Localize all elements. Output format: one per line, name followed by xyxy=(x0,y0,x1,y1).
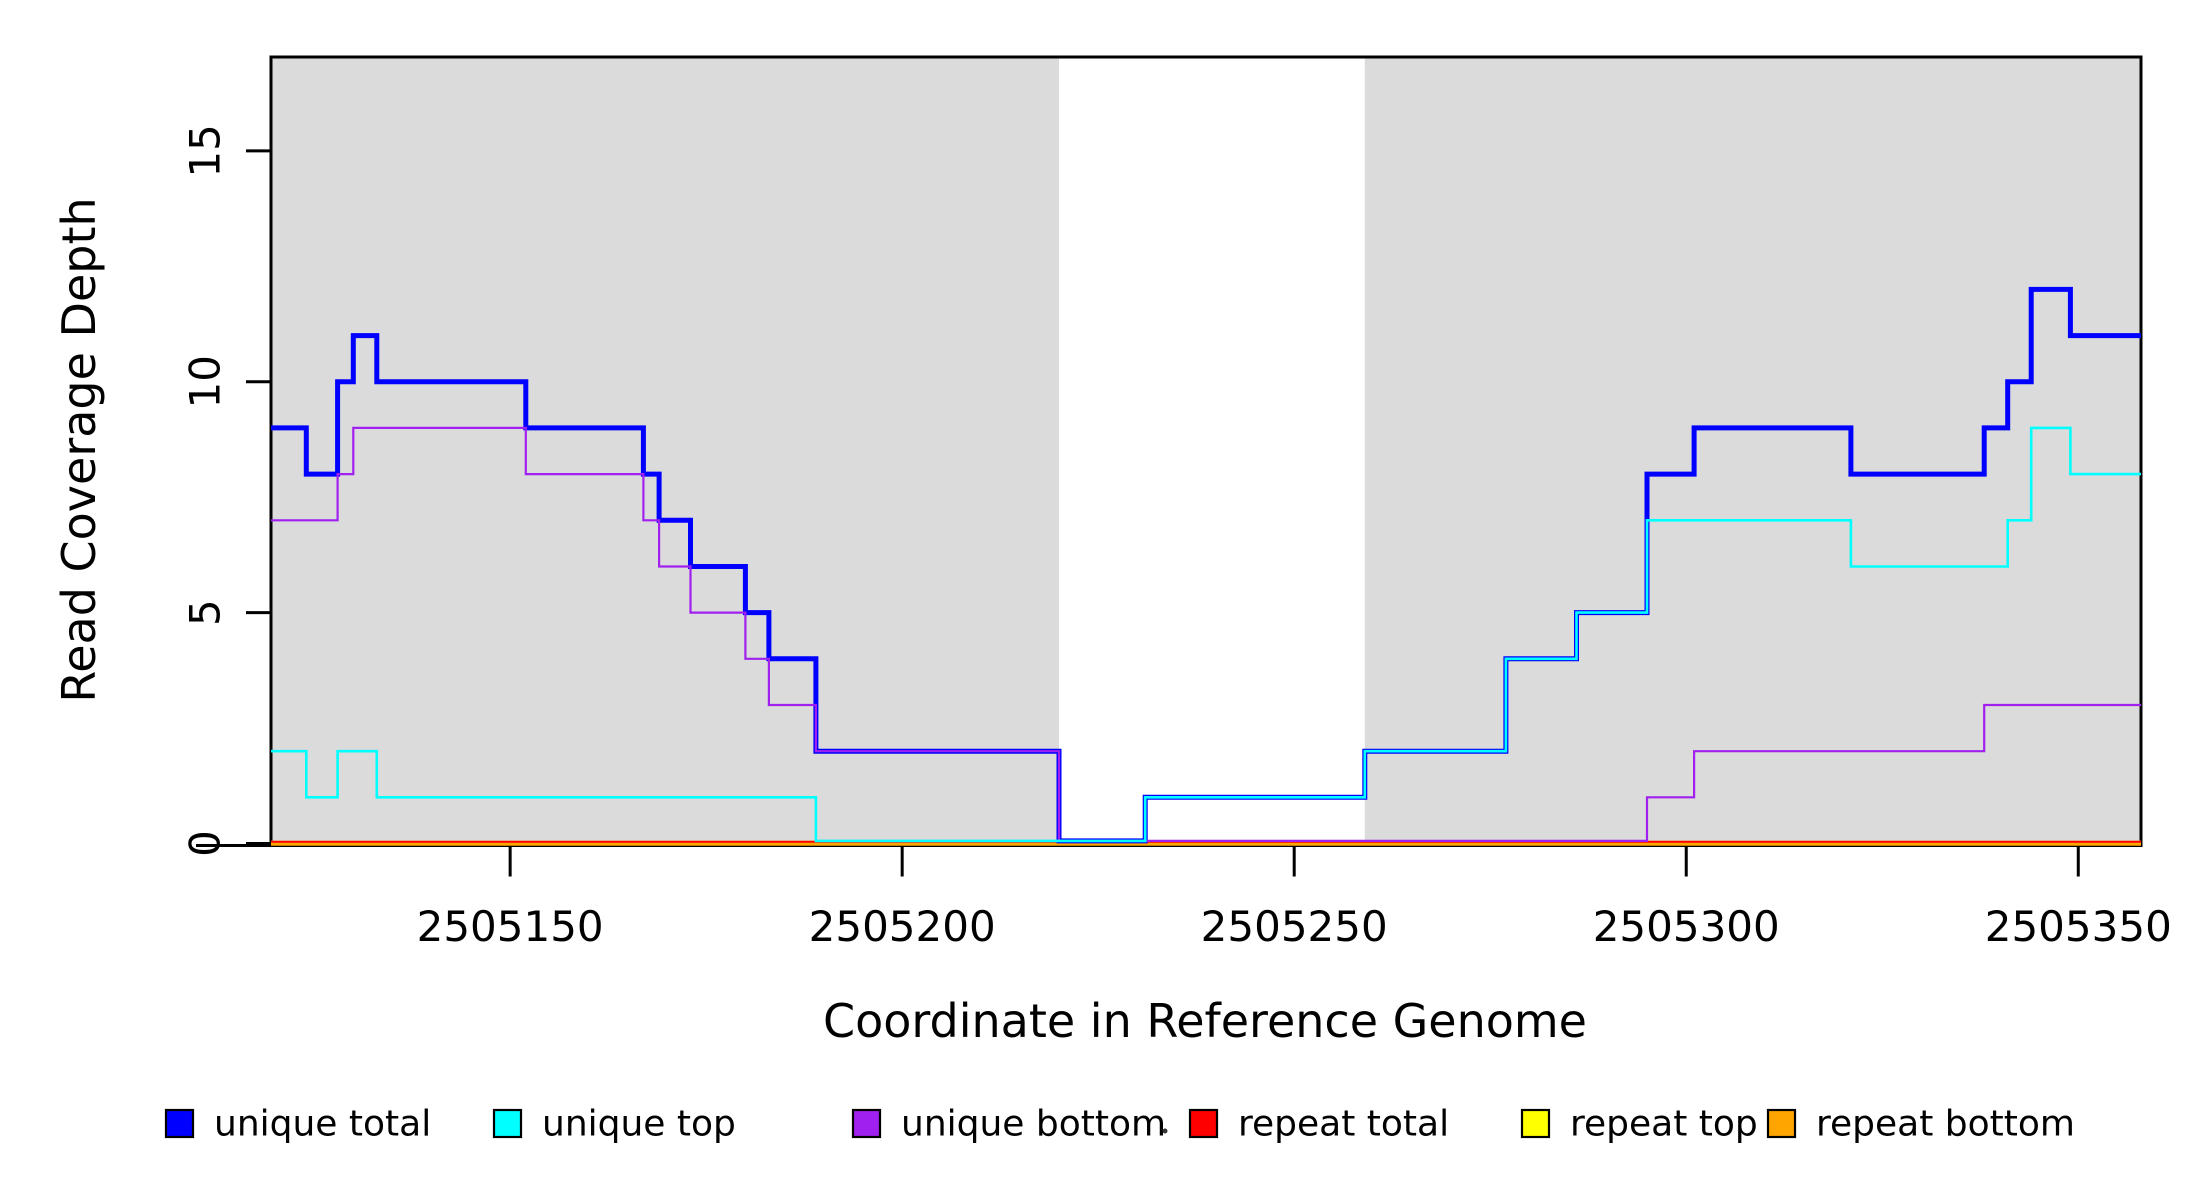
x-tick-label: 2505350 xyxy=(1985,902,2172,951)
series-lines-layer xyxy=(271,286,2141,846)
legend-item-repeat-top: repeat top xyxy=(1520,1104,1758,1145)
legend-swatch-unique-total xyxy=(164,1108,195,1139)
y-tick-label: 5 xyxy=(181,599,230,626)
tick-labels-layer: 2505150 2505200 2505250 2505300 2505350 0 5 10 1… xyxy=(181,124,2172,951)
legend-swatch-repeat-total xyxy=(1188,1108,1219,1139)
legend-swatch-unique-bottom xyxy=(851,1108,882,1139)
shaded-regions-layer xyxy=(271,58,2141,844)
x-tick-label: 2505200 xyxy=(809,902,996,951)
coverage-region-shading xyxy=(271,58,1059,844)
coverage-region-shading xyxy=(1364,58,2141,844)
stray-dot xyxy=(1162,1128,1168,1134)
legend-item-unique-total: unique total xyxy=(164,1104,431,1145)
legend-label-repeat-total: repeat total xyxy=(1238,1104,1449,1145)
x-tick-label: 2505250 xyxy=(1201,902,1388,951)
legend-item-repeat-total: repeat total xyxy=(1188,1104,1449,1145)
legend-label-unique-bottom: unique bottom xyxy=(901,1104,1166,1145)
y-tick-label: 15 xyxy=(181,124,230,177)
y-axis-title: Read Coverage Depth xyxy=(52,197,106,702)
y-tick-label: 0 xyxy=(181,830,230,857)
x-tick-label: 2505150 xyxy=(417,902,604,951)
legend-label-unique-total: unique total xyxy=(214,1104,431,1145)
legend-label-unique-top: unique top xyxy=(542,1104,736,1145)
legend-swatch-unique-top xyxy=(492,1108,523,1139)
y-tick-label: 10 xyxy=(181,355,230,408)
legend-label-repeat-top: repeat top xyxy=(1570,1104,1758,1145)
x-tick-label: 2505300 xyxy=(1593,902,1780,951)
series-line-unique-bottom xyxy=(271,426,2141,842)
legend-item-repeat-bottom: repeat bottom xyxy=(1766,1104,2075,1145)
legend-swatch-repeat-bottom xyxy=(1766,1108,1797,1139)
legend: unique total unique top unique bottom repea… xyxy=(164,1104,2075,1145)
legend-swatch-repeat-top xyxy=(1520,1108,1551,1139)
legend-item-unique-bottom: unique bottom xyxy=(851,1104,1166,1145)
legend-item-unique-top: unique top xyxy=(492,1104,736,1145)
x-axis-title: Coordinate in Reference Genome xyxy=(823,994,1587,1048)
legend-label-repeat-bottom: repeat bottom xyxy=(1816,1104,2075,1145)
series-line-unique-top xyxy=(271,426,2141,843)
